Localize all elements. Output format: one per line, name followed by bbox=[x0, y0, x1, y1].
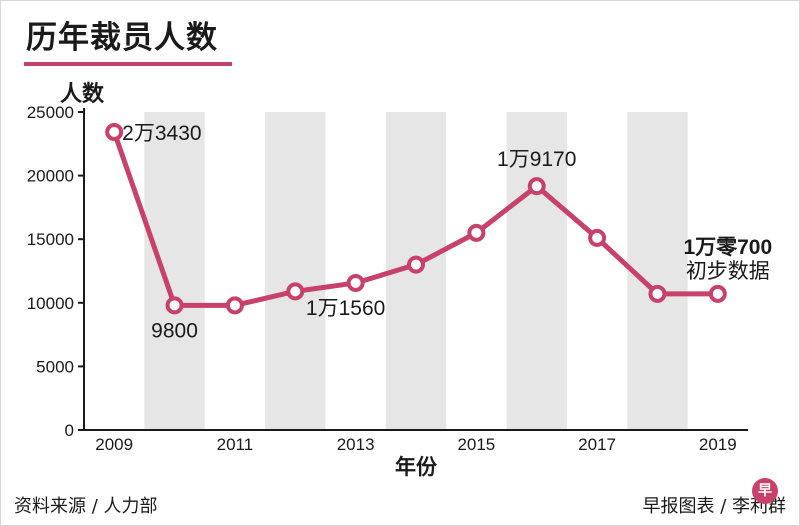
band-2010 bbox=[144, 112, 205, 430]
zaobao-logo: 早 bbox=[752, 478, 778, 504]
data-point-2014 bbox=[407, 255, 425, 274]
data-label-2019: 1万零700 bbox=[683, 236, 772, 259]
x-tick-label-2019: 2019 bbox=[699, 435, 737, 454]
x-tick-label-2013: 2013 bbox=[337, 435, 375, 454]
data-label-2016: 1万9170 bbox=[497, 148, 576, 171]
x-axis-label: 年份 bbox=[395, 455, 438, 479]
data-label-2013: 1万1560 bbox=[306, 297, 385, 320]
x-tick-label-2017: 2017 bbox=[578, 435, 616, 454]
data-point-2009 bbox=[105, 122, 124, 141]
x-tick-label-2011: 2011 bbox=[217, 435, 254, 454]
y-axis-label: 人数 bbox=[60, 82, 105, 107]
band-2012 bbox=[265, 112, 326, 430]
data-point-2011 bbox=[225, 296, 244, 315]
data-point-2019 bbox=[708, 284, 727, 303]
band-2018 bbox=[627, 112, 688, 430]
data-label-2009: 2万3430 bbox=[122, 122, 201, 145]
chart-title: 历年裁员人数 bbox=[26, 20, 218, 56]
y-tick-label-15000: 15000 bbox=[27, 230, 74, 249]
data-note-2019: 初步数据 bbox=[686, 260, 770, 283]
y-tick-label-0: 0 bbox=[65, 421, 74, 440]
x-tick-label-2009: 2009 bbox=[95, 435, 133, 454]
data-point-2018 bbox=[648, 284, 667, 303]
data-point-2010 bbox=[165, 296, 184, 315]
y-tick-label-5000: 5000 bbox=[36, 357, 74, 376]
source-note: 资料来源 / 人力部 bbox=[14, 496, 158, 517]
title-underline bbox=[24, 62, 232, 66]
data-point-2013 bbox=[346, 273, 365, 292]
y-tick-label-25000: 25000 bbox=[27, 103, 74, 122]
data-point-2016 bbox=[527, 177, 546, 196]
credit-note: 早报图表 / 李利群 bbox=[642, 496, 786, 517]
y-tick-label-20000: 20000 bbox=[27, 167, 74, 186]
band-2016 bbox=[506, 112, 567, 430]
data-point-2012 bbox=[286, 282, 305, 301]
data-point-2015 bbox=[467, 223, 486, 242]
x-tick-label-2015: 2015 bbox=[457, 435, 495, 454]
data-point-2017 bbox=[588, 228, 607, 247]
y-tick-label-10000: 10000 bbox=[27, 294, 74, 313]
data-label-2010: 9800 bbox=[151, 319, 198, 342]
